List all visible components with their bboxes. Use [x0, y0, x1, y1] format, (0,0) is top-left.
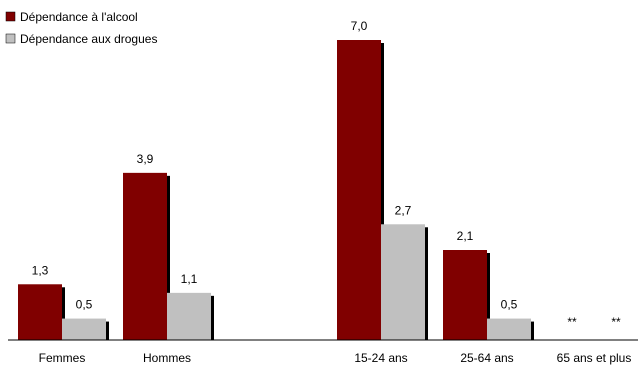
- x-tick-label: Femmes: [39, 351, 86, 365]
- x-tick-label: 25-64 ans: [460, 351, 513, 365]
- legend-label-1: Dépendance à l'alcool: [20, 10, 138, 24]
- data-label: 1,3: [32, 263, 49, 277]
- bar-alcool-4: [443, 250, 487, 340]
- x-tick-labels: Femmes Hommes 15-24 ans 25-64 ans 65 ans et …: [39, 351, 632, 365]
- data-label-suppressed: **: [611, 315, 621, 329]
- x-tick-label: Hommes: [143, 351, 191, 365]
- bar-drogues-3: [381, 224, 425, 340]
- data-label: 7,0: [351, 19, 368, 33]
- bar-drogues-1: [167, 292, 211, 340]
- bar-drogues-4: [487, 318, 531, 340]
- bars: 1,3 0,5 3,9 1,1 7,0 2,7 2,1 0,5 ** **: [18, 19, 621, 340]
- bar-alcool-3: [337, 40, 381, 340]
- data-label: 2,7: [395, 203, 412, 217]
- data-label-suppressed: **: [567, 315, 577, 329]
- x-tick-label: 65 ans et plus: [557, 351, 632, 365]
- data-label: 0,5: [501, 298, 518, 312]
- bar-drogues-0: [62, 318, 106, 340]
- bar-alcool-1: [123, 172, 167, 340]
- legend: Dépendance à l'alcool Dépendance aux drog…: [5, 10, 157, 46]
- data-label: 3,9: [137, 152, 154, 166]
- legend-swatch-1: [5, 11, 16, 22]
- legend-swatch-2: [5, 33, 16, 44]
- bar-alcool-0: [18, 284, 62, 340]
- data-label: 1,1: [181, 272, 198, 286]
- legend-label-2: Dépendance aux drogues: [20, 32, 157, 46]
- x-tick-label: 15-24 ans: [354, 351, 407, 365]
- data-label: 0,5: [76, 298, 93, 312]
- data-label: 2,1: [457, 229, 474, 243]
